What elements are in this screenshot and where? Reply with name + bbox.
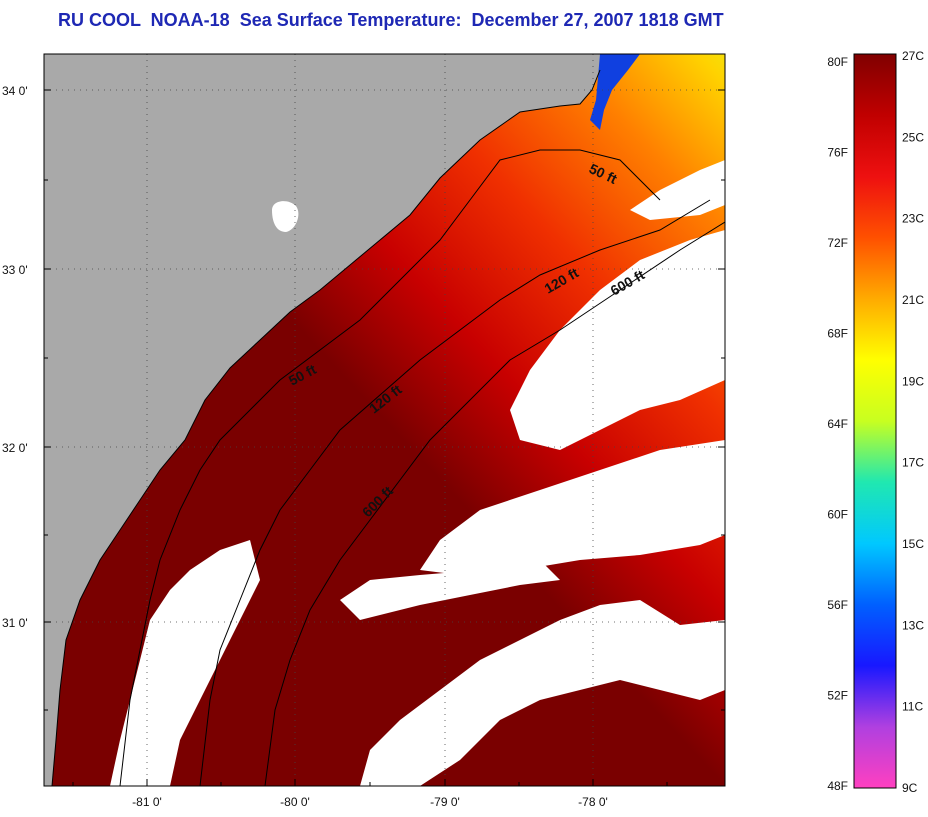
colorbar-fahrenheit-label: 64F bbox=[827, 417, 848, 431]
isobath-120ft bbox=[199, 199, 711, 786]
colorbar-celsius-labels: 27C 25C 23C 21C 19C 17C 15C 13C 11C 9C bbox=[902, 49, 924, 795]
isobath-600ft bbox=[264, 221, 725, 786]
cloud-mask-central bbox=[420, 440, 725, 575]
lon-tick-label: -78 0' bbox=[578, 795, 608, 809]
lon-tick-label: -81 0' bbox=[132, 795, 162, 809]
cape-fear-region bbox=[590, 54, 640, 130]
colorbar-celsius-label: 25C bbox=[902, 130, 924, 144]
graticule bbox=[44, 54, 725, 786]
colorbar-celsius-label: 15C bbox=[902, 537, 924, 551]
cloud-mask-east bbox=[510, 230, 725, 450]
axis-ticks bbox=[44, 89, 725, 786]
lat-tick-label: 31 0' bbox=[2, 616, 28, 630]
colorbar-fahrenheit-label: 52F bbox=[827, 689, 848, 703]
lat-tick-label: 33 0' bbox=[2, 263, 28, 277]
colorbar-celsius-label: 17C bbox=[902, 456, 924, 470]
colorbar-fahrenheit-label: 60F bbox=[827, 508, 848, 522]
lon-tick-label: -80 0' bbox=[280, 795, 310, 809]
cloud-mask-south bbox=[360, 600, 725, 786]
cloud-mask-west bbox=[340, 560, 560, 620]
cloud-mask-inland-lake bbox=[272, 201, 299, 232]
colorbar-celsius-label: 9C bbox=[902, 781, 918, 795]
cloud-mask-southwest bbox=[110, 540, 260, 786]
map-title: RU COOL NOAA-18 Sea Surface Temperature:… bbox=[58, 10, 724, 30]
colorbar-celsius-label: 13C bbox=[902, 618, 924, 632]
colorbar-fahrenheit-label: 68F bbox=[827, 327, 848, 341]
colorbar-celsius-label: 11C bbox=[902, 700, 923, 714]
colorbar-fahrenheit-label: 76F bbox=[827, 146, 848, 160]
lat-tick-label: 34 0' bbox=[2, 84, 28, 98]
lon-tick-label: -79 0' bbox=[430, 795, 460, 809]
map-frame bbox=[43, 53, 726, 787]
isobath-50ft bbox=[119, 149, 661, 786]
colorbar-fahrenheit-labels: 80F 76F 72F 68F 64F 60F 56F 52F 48F bbox=[827, 55, 848, 793]
colorbar-celsius-label: 27C bbox=[902, 49, 924, 63]
colorbar-fahrenheit-label: 56F bbox=[827, 598, 848, 612]
colorbar-celsius-label: 19C bbox=[902, 374, 924, 388]
colorbar-fahrenheit-label: 72F bbox=[827, 236, 848, 250]
colorbar-fahrenheit-label: 80F bbox=[827, 55, 848, 69]
colorbar-fahrenheit-label: 48F bbox=[827, 779, 848, 793]
colorbar-celsius-label: 23C bbox=[902, 212, 924, 226]
colorbar: 80F 76F 72F 68F 64F 60F 56F 52F 48F 27C 25C 23C 21C… bbox=[827, 49, 924, 795]
lat-tick-label: 32 0' bbox=[2, 441, 28, 455]
coastline bbox=[51, 69, 601, 786]
colorbar-gradient bbox=[853, 53, 897, 789]
land-mass bbox=[44, 54, 600, 786]
colorbar-celsius-label: 21C bbox=[902, 293, 924, 307]
map-area: 50 ft 50 ft 120 ft 120 ft 600 ft 600 ft bbox=[44, 54, 725, 786]
